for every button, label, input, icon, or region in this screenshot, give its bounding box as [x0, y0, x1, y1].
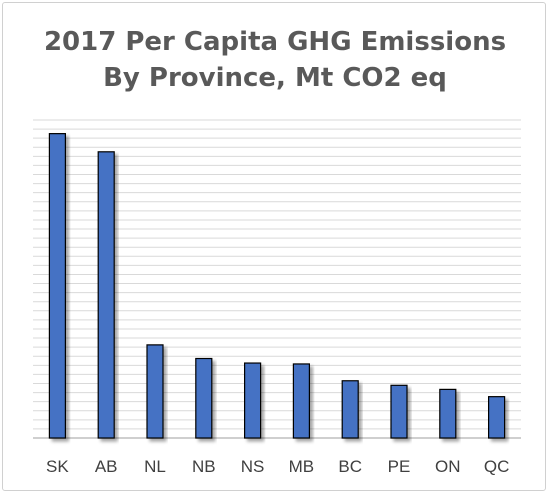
x-tick-label: AB	[95, 457, 118, 476]
bar-nb	[195, 357, 213, 439]
bar-on	[439, 388, 457, 439]
bar-pe	[390, 384, 408, 439]
x-tick-label: BC	[338, 457, 362, 476]
x-tick-label: NS	[241, 457, 265, 476]
bar-sk	[48, 133, 67, 439]
x-tick-label: ON	[435, 457, 461, 476]
bar-ab	[97, 151, 115, 439]
x-tick-label: NB	[192, 457, 216, 476]
chart-title-line-1: 2017 Per Capita GHG Emissions	[43, 27, 507, 57]
x-tick-label: MB	[289, 457, 315, 476]
bar-ns	[244, 362, 262, 439]
x-tick-label: PE	[388, 457, 411, 476]
x-tick-label: QC	[484, 457, 510, 476]
x-tick-label: NL	[144, 457, 166, 476]
bar-bc	[341, 380, 359, 439]
bar-qc	[488, 396, 506, 439]
bar-mb	[292, 363, 310, 439]
chart-title-line-2: By Province, Mt CO2 eq	[103, 63, 447, 93]
x-tick-label: SK	[46, 457, 69, 476]
bar-nl	[146, 344, 164, 439]
